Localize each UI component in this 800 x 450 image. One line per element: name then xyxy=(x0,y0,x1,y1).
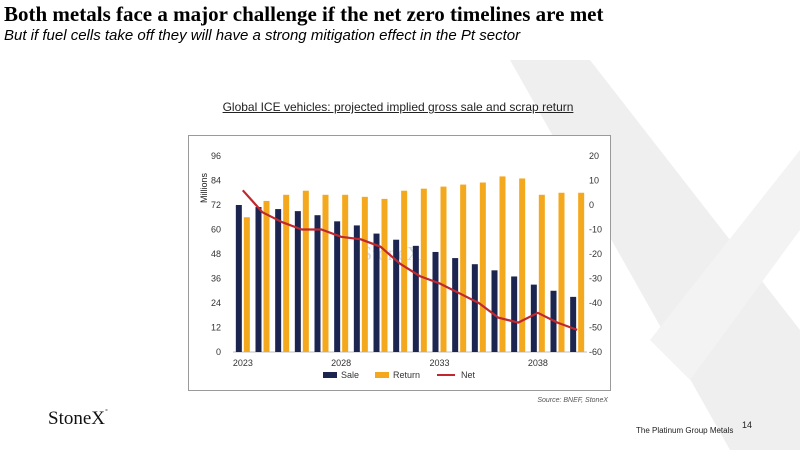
bar-sale xyxy=(275,209,282,352)
bar-return xyxy=(381,198,388,352)
bar-return xyxy=(479,182,486,352)
legend-label-sale: Sale xyxy=(341,370,359,380)
y2-tick-label: -60 xyxy=(589,347,602,357)
y-tick-label: 36 xyxy=(211,274,221,284)
y-tick-label: 0 xyxy=(216,347,221,357)
bar-return xyxy=(519,178,526,352)
bar-sale xyxy=(432,251,439,352)
slide-subtitle: But if fuel cells take off they will hav… xyxy=(4,27,521,44)
y2-tick-label: 0 xyxy=(589,200,594,210)
stonex-logo: StoneX˚ xyxy=(48,408,108,430)
bar-sale xyxy=(294,211,301,352)
y2-tick-label: -10 xyxy=(589,225,602,235)
bar-return xyxy=(420,188,427,352)
source-note: Source: BNEF, StoneX xyxy=(537,397,608,404)
legend-label-net: Net xyxy=(461,370,476,380)
page-number: 14 xyxy=(742,420,753,430)
bar-sale xyxy=(334,221,341,352)
y-tick-label: 12 xyxy=(211,323,221,333)
y-tick-label: 48 xyxy=(211,249,221,259)
bar-return xyxy=(342,194,349,352)
y-tick-label: 84 xyxy=(211,176,221,186)
bar-return xyxy=(460,184,467,352)
bar-sale xyxy=(373,233,380,352)
bar-sale xyxy=(314,215,321,352)
x-tick-label: 2028 xyxy=(331,358,351,368)
bar-sale xyxy=(353,225,360,352)
legend-swatch-sale xyxy=(323,372,337,378)
bar-sale xyxy=(511,276,518,352)
bar-sale xyxy=(530,284,537,352)
bar-return xyxy=(243,217,250,352)
logo-mark: ˚ xyxy=(105,408,108,418)
bar-return xyxy=(283,194,290,352)
line-net xyxy=(241,189,578,331)
chart-container: StoneX Millions 0 12 24 36 48 60 72 84 96 20 10 0 -1… xyxy=(188,135,611,391)
y2-tick-label: 20 xyxy=(589,151,599,161)
bar-sale xyxy=(393,239,400,352)
x-tick-label: 2023 xyxy=(233,358,253,368)
bar-return xyxy=(361,196,368,352)
chart-watermark: StoneX xyxy=(361,243,422,265)
bar-sale xyxy=(255,207,262,352)
bar-return xyxy=(499,176,506,352)
x-tick-label: 2033 xyxy=(429,358,449,368)
bar-sale xyxy=(412,245,419,352)
y-tick-label: 24 xyxy=(211,298,221,308)
chart-title: Global ICE vehicles: projected implied g… xyxy=(222,100,574,114)
y2-tick-label: 10 xyxy=(589,176,599,186)
bar-sale xyxy=(570,296,577,352)
bar-return xyxy=(322,194,329,352)
x-tick-label: 2038 xyxy=(528,358,548,368)
bar-sale xyxy=(235,205,242,352)
y2-tick-label: -40 xyxy=(589,298,602,308)
bar-sale xyxy=(452,258,459,352)
y-axis-label: Millions xyxy=(199,173,209,204)
y2-tick-label: -20 xyxy=(589,249,602,259)
y-tick-label: 72 xyxy=(211,200,221,210)
footer-text: The Platinum Group Metals xyxy=(636,426,734,435)
bar-sale xyxy=(471,264,478,352)
y-tick-label: 60 xyxy=(211,225,221,235)
logo-text: StoneX xyxy=(48,408,105,429)
bar-sale xyxy=(491,270,498,352)
legend-swatch-return xyxy=(375,372,389,378)
bar-return xyxy=(558,192,565,352)
slide-title: Both metals face a major challenge if th… xyxy=(4,2,604,26)
chart-svg: StoneX Millions 0 12 24 36 48 60 72 84 96 20 10 0 -1… xyxy=(199,151,602,380)
bar-return xyxy=(440,186,447,352)
y2-tick-label: -30 xyxy=(589,274,602,284)
bar-return xyxy=(538,194,545,352)
bar-return xyxy=(302,190,309,352)
bar-return xyxy=(578,192,585,352)
y-tick-label: 96 xyxy=(211,151,221,161)
legend-label-return: Return xyxy=(393,370,420,380)
bar-return xyxy=(401,190,408,352)
y2-tick-label: -50 xyxy=(589,323,602,333)
bar-return xyxy=(263,200,270,352)
